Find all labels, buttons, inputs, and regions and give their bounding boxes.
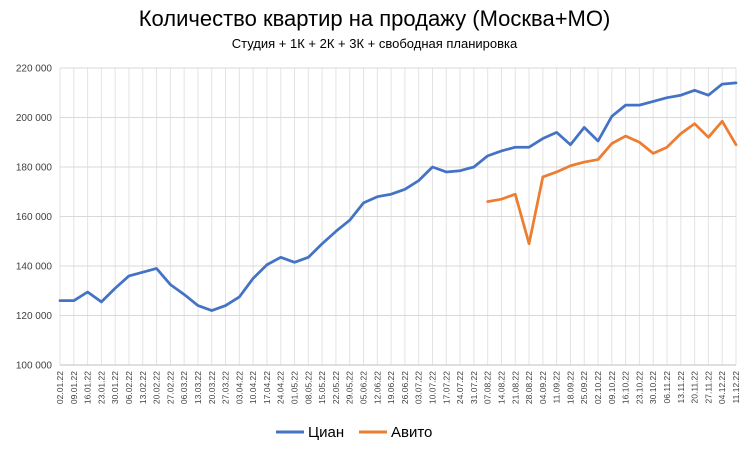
x-tick-label: 29.05.22 — [345, 371, 355, 404]
x-tick-label: 20.02.22 — [152, 371, 162, 404]
x-tick-label: 30.10.22 — [648, 371, 658, 404]
chart-subtitle: Студия + 1К + 2К + 3К + свободная планир… — [231, 36, 518, 51]
x-tick-label: 31.07.22 — [469, 371, 479, 404]
x-tick-label: 19.06.22 — [386, 371, 396, 404]
x-tick-label: 24.04.22 — [276, 371, 286, 404]
x-tick-label: 18.09.22 — [565, 371, 575, 404]
x-tick-label: 11.09.22 — [552, 371, 562, 404]
x-tick-label: 02.10.22 — [593, 371, 603, 404]
legend-label-2: Авито — [391, 424, 432, 441]
x-tick-label: 22.05.22 — [331, 371, 341, 404]
x-tick-label: 03.07.22 — [414, 371, 424, 404]
x-tick-label: 26.06.22 — [400, 371, 410, 404]
x-tick-label: 04.09.22 — [538, 371, 548, 404]
x-tick-label: 20.11.22 — [690, 371, 700, 404]
x-tick-label: 13.02.22 — [138, 371, 148, 404]
x-tick-label: 08.05.22 — [303, 371, 313, 404]
x-tick-label: 27.03.22 — [221, 371, 231, 404]
x-tick-label: 10.07.22 — [427, 371, 437, 404]
x-tick-label: 30.01.22 — [110, 371, 120, 404]
x-tick-label: 09.10.22 — [607, 371, 617, 404]
x-tick-label: 21.08.22 — [510, 371, 520, 404]
x-tick-label: 16.10.22 — [621, 371, 631, 404]
y-tick-label: 180 000 — [16, 163, 53, 174]
x-tick-label: 11.12.22 — [731, 371, 741, 404]
y-tick-label: 220 000 — [16, 64, 53, 75]
x-tick-label: 06.03.22 — [179, 371, 189, 404]
x-tick-label: 17.04.22 — [262, 371, 272, 404]
x-tick-label: 01.05.22 — [290, 371, 300, 404]
x-tick-label: 06.11.22 — [662, 371, 672, 404]
series-line-2 — [486, 119, 738, 246]
x-tick-label: 06.02.22 — [124, 371, 134, 404]
y-tick-label: 120 000 — [16, 311, 53, 322]
x-tick-label: 09.01.22 — [69, 371, 79, 404]
x-tick-label: 17.07.22 — [441, 371, 451, 404]
x-tick-label: 28.08.22 — [524, 371, 534, 404]
y-tick-label: 160 000 — [16, 212, 53, 223]
series-line-1 — [58, 81, 738, 312]
x-tick-label: 16.01.22 — [83, 371, 93, 404]
x-tick-label: 27.11.22 — [703, 371, 713, 404]
x-tick-label: 27.02.22 — [165, 371, 175, 404]
x-tick-label: 07.08.22 — [483, 371, 493, 404]
x-tick-label: 02.01.22 — [55, 371, 65, 404]
legend-label-1: Циан — [308, 424, 344, 441]
y-tick-label: 100 000 — [16, 361, 53, 372]
x-tick-label: 23.01.22 — [96, 371, 106, 404]
x-tick-label: 25.09.22 — [579, 371, 589, 404]
x-tick-label: 10.04.22 — [248, 371, 258, 404]
x-tick-label: 20.03.22 — [207, 371, 217, 404]
x-tick-label: 13.11.22 — [676, 371, 686, 404]
y-tick-label: 140 000 — [16, 262, 53, 273]
x-tick-label: 13.03.22 — [193, 371, 203, 404]
x-tick-label: 23.10.22 — [634, 371, 644, 404]
chart-title: Количество квартир на продажу (Москва+МО… — [138, 6, 611, 31]
x-tick-label: 24.07.22 — [455, 371, 465, 404]
x-tick-label: 14.08.22 — [496, 371, 506, 404]
x-tick-label: 12.06.22 — [372, 371, 382, 404]
y-tick-label: 200 000 — [16, 113, 53, 124]
x-tick-label: 04.12.22 — [717, 371, 727, 404]
x-tick-label: 05.06.22 — [359, 371, 369, 404]
x-tick-label: 15.05.22 — [317, 371, 327, 404]
x-tick-label: 03.04.22 — [234, 371, 244, 404]
